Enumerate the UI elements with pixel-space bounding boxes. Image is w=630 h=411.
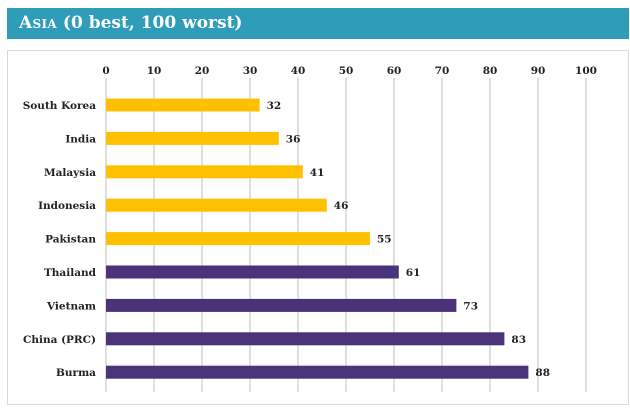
category-label: Thailand (44, 267, 97, 279)
x-tick-label: 20 (195, 65, 210, 77)
bar (106, 298, 457, 312)
data-label: 73 (463, 300, 478, 312)
x-tick-label: 60 (387, 65, 402, 77)
x-tick-label: 10 (147, 65, 162, 77)
data-label: 55 (377, 234, 392, 246)
data-label: 61 (406, 267, 421, 279)
category-label: Pakistan (45, 234, 96, 246)
bar (106, 198, 327, 212)
data-label: 83 (511, 334, 526, 346)
x-tick-label: 30 (243, 65, 258, 77)
data-label: 88 (535, 367, 550, 379)
category-label: Indonesia (38, 200, 96, 212)
x-tick-label: 90 (531, 65, 546, 77)
x-tick-label: 40 (291, 65, 306, 77)
category-label: Burma (56, 367, 96, 379)
chart-title-region: Asia (19, 13, 57, 33)
category-label: South Korea (23, 100, 96, 112)
x-tick-label: 50 (339, 65, 354, 77)
bar (106, 232, 370, 246)
bar (106, 365, 529, 379)
chart-title: Asia (0 best, 100 worst) (19, 11, 242, 35)
bar (106, 265, 399, 279)
x-tick-label: 0 (102, 65, 109, 77)
bar (106, 332, 505, 346)
category-label: Malaysia (44, 167, 96, 179)
data-label: 46 (334, 200, 349, 212)
category-label: China (PRC) (23, 334, 96, 346)
category-label: India (65, 133, 96, 145)
chart-title-scale: (0 best, 100 worst) (62, 13, 243, 33)
category-label: Vietnam (46, 300, 96, 312)
bar (106, 165, 303, 179)
x-tick-label: 100 (575, 65, 597, 77)
data-label: 36 (286, 133, 301, 145)
chart-header: Asia (0 best, 100 worst) (7, 8, 629, 39)
x-tick-label: 80 (483, 65, 498, 77)
bar (106, 131, 279, 145)
x-tick-label: 70 (435, 65, 450, 77)
bar (106, 98, 260, 112)
data-label: 41 (310, 167, 325, 179)
data-label: 32 (267, 100, 282, 112)
